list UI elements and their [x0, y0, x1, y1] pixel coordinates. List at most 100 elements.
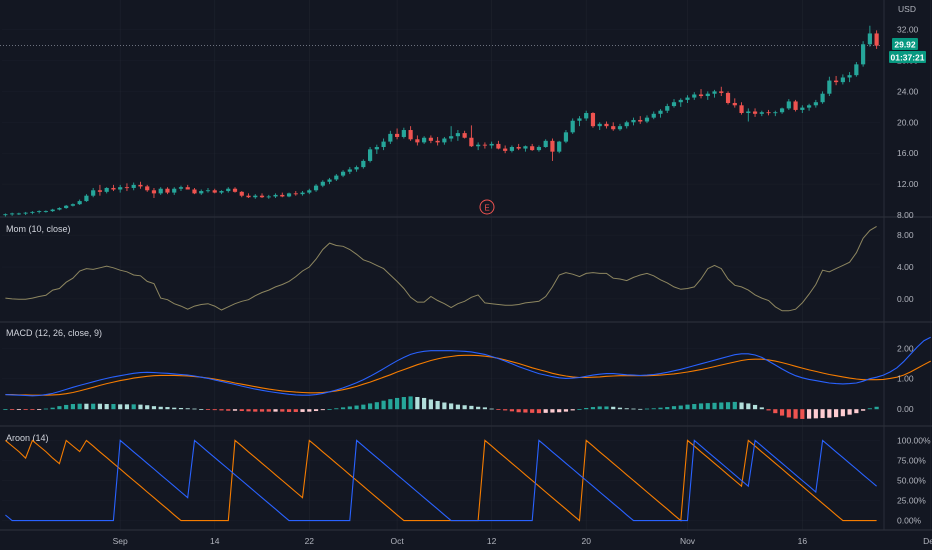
macd-histogram-bar — [435, 400, 440, 410]
macd-histogram-bar — [624, 408, 629, 410]
candle-body — [367, 149, 373, 161]
macd-axis-tick-label: 1.00 — [897, 374, 914, 384]
candle-body — [97, 190, 103, 192]
candle-body — [543, 140, 548, 148]
macd-histogram-bar — [469, 405, 474, 410]
macd-histogram-bar — [489, 408, 494, 410]
aroon-pane[interactable]: Aroon (14) — [5, 433, 877, 522]
candle-body — [746, 111, 751, 114]
macd-histogram-bar — [232, 409, 238, 411]
candle-body — [536, 147, 542, 151]
candle-body — [779, 108, 785, 113]
candle-body — [766, 112, 771, 114]
candle-body — [212, 190, 217, 193]
candle-body — [813, 102, 818, 106]
candle-body — [388, 133, 393, 142]
candle-body — [631, 119, 636, 123]
macd-histogram-bar — [462, 405, 467, 410]
macd-histogram-bar — [847, 409, 852, 415]
candle-body — [793, 101, 798, 110]
macd-histogram-bar — [746, 403, 751, 410]
macd-histogram-bar — [131, 404, 136, 410]
macd-histogram-bar — [259, 409, 265, 412]
candle-body — [692, 94, 697, 98]
macd-histogram-bar — [145, 405, 150, 410]
macd-histogram-bar — [820, 409, 825, 419]
macd-histogram-bar — [178, 407, 184, 410]
macd-histogram-bar — [867, 408, 872, 410]
candle-body — [64, 205, 69, 209]
candle-body — [185, 187, 190, 190]
candle-body — [334, 175, 339, 180]
macd-histogram — [3, 396, 879, 419]
macd-histogram-bar — [577, 409, 582, 411]
macd-histogram-bar — [793, 409, 798, 419]
candle-body — [347, 169, 352, 172]
candle-body — [800, 107, 805, 110]
candle-body — [57, 208, 62, 210]
macd-histogram-bar — [104, 404, 109, 410]
macd-histogram-bar — [806, 409, 812, 419]
macd-histogram-bar — [77, 403, 82, 410]
macd-histogram-bar — [861, 409, 866, 411]
momentum-line — [5, 225, 877, 312]
macd-histogram-bar — [374, 402, 379, 410]
candle-body — [30, 211, 35, 213]
macd-histogram-bar — [449, 403, 454, 410]
macd-histogram-bar — [617, 407, 623, 410]
candle-body — [671, 102, 677, 107]
macd-histogram-bar — [658, 407, 663, 410]
candle-body — [739, 105, 744, 114]
macd-histogram-bar — [124, 404, 130, 410]
macd-histogram-bar — [773, 409, 778, 414]
earnings-marker-circle[interactable] — [479, 199, 495, 215]
candle-body — [199, 191, 204, 194]
macd-histogram-bar — [550, 409, 555, 413]
time-axis-label: Dec — [923, 536, 932, 546]
macd-histogram-bar — [779, 409, 785, 416]
candle-body — [111, 187, 116, 190]
candle-body — [104, 187, 109, 192]
candle-body — [178, 187, 184, 189]
time-axis-label: 14 — [210, 536, 220, 546]
candle-body — [23, 212, 28, 214]
candle-body — [719, 91, 724, 93]
candle-body — [638, 119, 643, 122]
candle-body — [253, 195, 258, 198]
macd-histogram-bar — [226, 409, 231, 411]
candle-body — [340, 171, 346, 176]
macd-histogram-bar — [172, 407, 177, 410]
candle-body — [293, 193, 298, 195]
candle-body — [678, 99, 683, 103]
candle-body — [361, 160, 366, 168]
earnings-marker[interactable]: E — [479, 199, 495, 215]
candle-body — [867, 33, 872, 45]
macd-histogram-bar — [313, 409, 319, 412]
macd-histogram-bar — [428, 399, 433, 410]
macd-histogram-bar — [563, 409, 569, 412]
macd-histogram-bar — [719, 402, 724, 410]
candle-body — [482, 144, 487, 146]
macd-histogram-bar — [361, 404, 366, 410]
macd-pane[interactable]: MACD (12, 26, close, 9) — [3, 328, 931, 419]
candle-body — [172, 188, 177, 193]
candle-body — [516, 147, 521, 149]
macd-histogram-bar — [3, 409, 8, 411]
macd-histogram-bar — [685, 404, 690, 410]
macd-histogram-bar — [138, 404, 143, 410]
macd-histogram-bar — [874, 406, 879, 410]
candle-body — [557, 141, 562, 152]
macd-histogram-bar — [347, 406, 352, 410]
candle-body — [145, 186, 150, 191]
candle-body — [131, 184, 136, 188]
candle-body — [50, 209, 55, 212]
macd-histogram-bar — [388, 399, 393, 410]
momentum-pane[interactable]: Mom (10, close) — [5, 224, 877, 312]
price-pane[interactable]: E — [0, 25, 880, 217]
candle-body — [151, 190, 157, 194]
macd-histogram-bar — [705, 403, 710, 410]
time-axis[interactable]: Sep1422Oct1220Nov16Dec1422 — [113, 536, 932, 546]
